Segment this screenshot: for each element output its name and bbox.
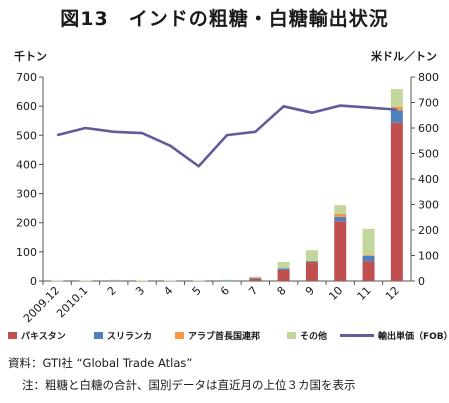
left-tick-label: 300 [16,188,37,201]
right-tick-label: 100 [418,250,439,263]
left-tick-label: 400 [16,158,37,171]
legend-label-srilanka: スリランカ [107,332,153,342]
bar-uae [334,213,347,217]
bar-other [136,280,149,282]
source-note: 資料：GTI社 “Global Trade Atlas” [8,356,193,370]
bar-pakistan [362,261,375,281]
bar-other [79,280,92,282]
bar-pakistan [249,278,262,281]
bar-pakistan [305,262,318,281]
bar-other [305,250,318,262]
chart-legend: パキスタン スリランカ アラブ首長国連邦 その他 輸出単価（FOB） [6,329,449,345]
right-tick-label: 300 [418,199,439,212]
legend-swatch-other [287,332,296,339]
bar-other [334,205,347,214]
legend-item-price: 輸出単価（FOB） [340,329,449,342]
bar-other [164,280,177,282]
bar-other [390,88,403,108]
left-axis-unit: 千トン [14,50,47,63]
bar-pakistan [334,221,347,281]
bar-srilanka [249,277,262,279]
bar-other [107,279,120,281]
x-tick-label: 4 [161,284,175,298]
x-tick-label: 11 [355,284,374,303]
right-axis-unit: 米ドル／トン [371,50,437,63]
legend-item-other: その他 [287,329,327,342]
chart-title: 図13 インドの粗糖・白糖輸出状況 [60,8,389,30]
bar-pakistan [277,269,290,281]
legend-label-pakistan: パキスタン [21,332,66,342]
bar-other [221,279,233,281]
right-tick-label: 200 [418,224,439,237]
x-tick-label: 2009.12 [21,284,62,325]
bar-uae [362,255,375,256]
right-tick-label: 800 [418,71,439,84]
left-tick-label: 200 [16,217,37,230]
legend-swatch-pakistan [8,332,17,339]
legend-line-price [340,334,374,337]
legend-label-uae: アラブ首長国連邦 [188,332,261,342]
bar-srilanka [390,110,403,123]
bar-other [249,276,262,278]
bar-srilanka [362,255,375,262]
bar-other [51,280,64,282]
x-tick-label: 6 [218,284,232,298]
legend-item-pakistan: パキスタン [8,329,66,342]
legend-item-srilanka: スリランカ [94,329,152,342]
x-tick-label: 2 [105,284,119,298]
x-tick-label: 10 [326,284,345,303]
bar-srilanka [305,261,318,263]
right-tick-label: 700 [418,97,439,110]
footnote: 注：粗糖と白糖の合計、国別データは直近月の上位３カ国を表示 [22,378,356,392]
bar-srilanka [221,280,233,282]
x-tick-label: 12 [383,284,402,303]
bar-srilanka [334,216,347,222]
left-tick-label: 500 [16,129,37,142]
chart-plot: 0 100 200 300 400 500 600 700 0 100 200 300 400 500 60… [16,71,439,325]
bar-other [362,228,375,256]
legend-item-uae: アラブ首長国連邦 [175,329,260,342]
right-tick-label: 0 [418,275,425,288]
right-tick-label: 500 [418,148,439,161]
left-tick-label: 100 [16,246,37,259]
bar-pakistan [390,122,403,281]
right-tick-label: 400 [418,173,439,186]
left-tick-label: 0 [30,275,37,288]
bar-other [192,280,205,282]
x-tick-label: 8 [275,284,289,298]
legend-label-price: 輸出単価（FOB） [378,332,449,342]
x-tick-label: 9 [303,284,317,298]
x-tick-label: 3 [133,284,147,298]
legend-label-other: その他 [300,332,328,342]
right-tick-label: 600 [418,122,439,135]
x-tick-label: 2010.1 [54,284,90,320]
legend-swatch-uae [175,332,184,339]
legend-swatch-srilanka [94,332,103,339]
bar-other [277,262,290,269]
x-tick-label: 7 [246,284,260,298]
bar-srilanka [277,268,290,270]
price-line [56,104,397,168]
left-tick-label: 600 [16,100,37,113]
left-tick-label: 700 [16,71,37,84]
x-tick-label: 5 [190,284,204,298]
